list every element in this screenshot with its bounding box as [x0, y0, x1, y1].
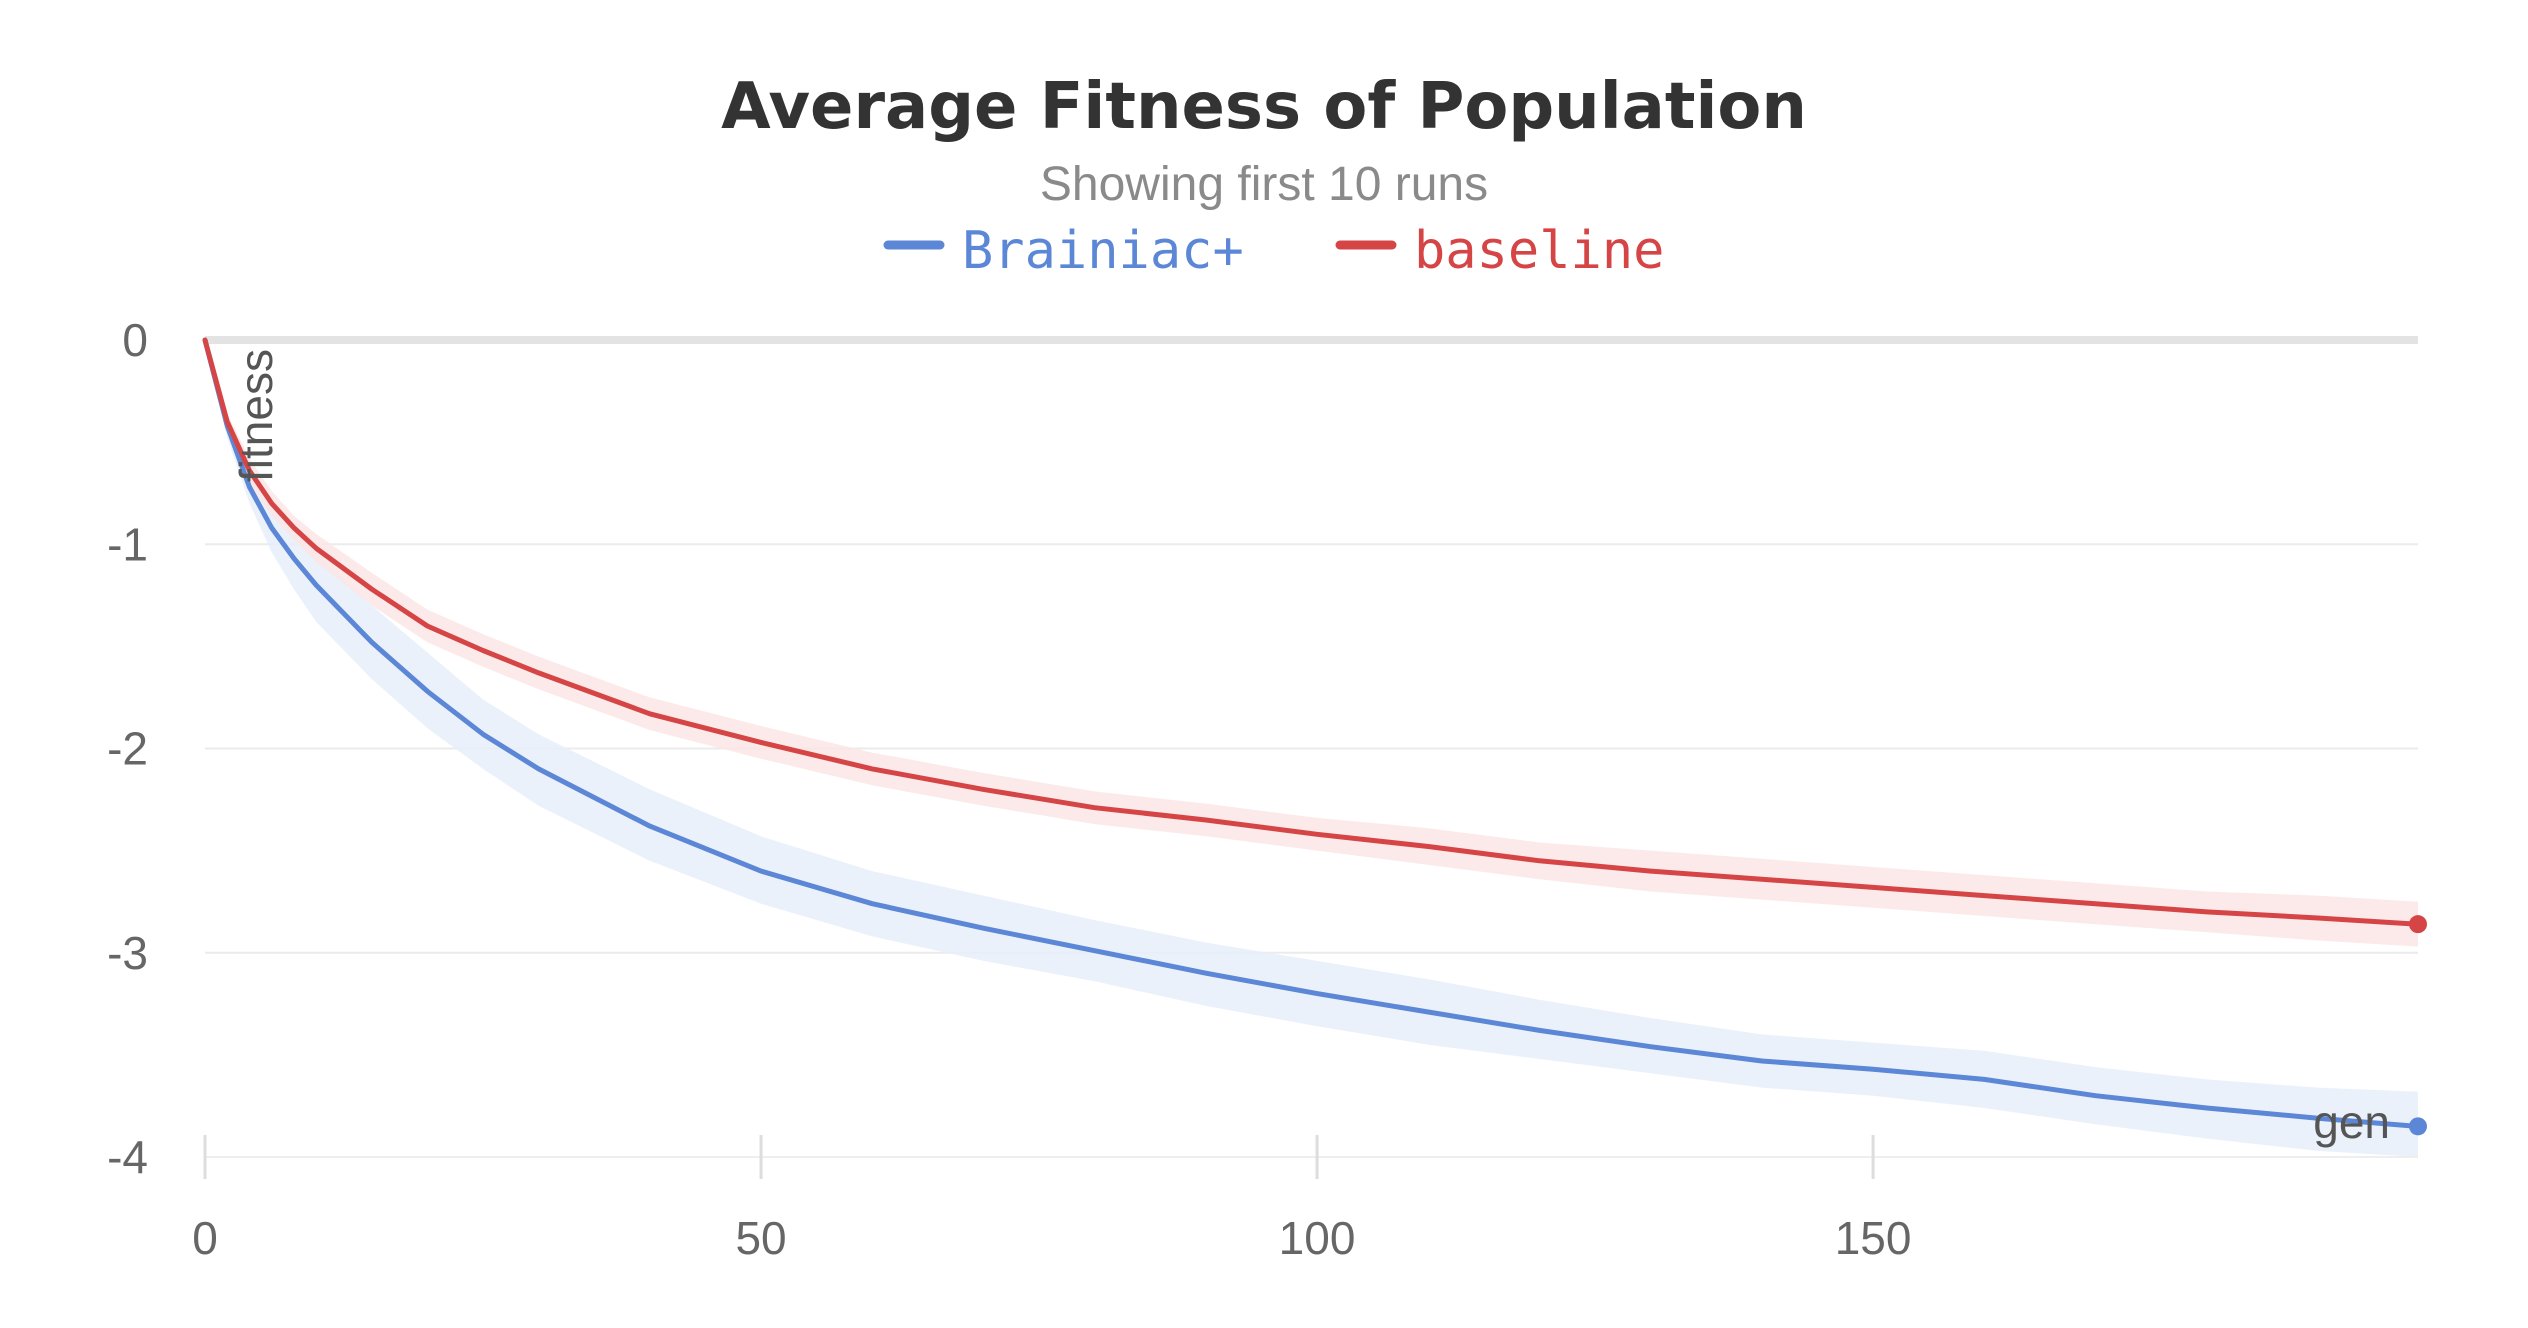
point-baseline: [1428, 846, 1429, 847]
y-tick-label: 0: [122, 314, 148, 366]
point-baseline: [271, 503, 272, 504]
point-brainiac: [761, 871, 762, 872]
y-tick-label: -3: [107, 927, 148, 979]
x-tick-label: 150: [1835, 1212, 1912, 1264]
point-brainiac: [649, 826, 650, 827]
point-brainiac: [483, 734, 484, 735]
point-brainiac: [872, 903, 873, 904]
series-lines: [202, 337, 2421, 1129]
point-brainiac: [271, 527, 272, 528]
point-brainiac: [1428, 1011, 1429, 1012]
point-baseline: [1761, 879, 1762, 880]
point-brainiac: [316, 585, 317, 586]
point-baseline: [205, 340, 206, 341]
point-brainiac: [1317, 993, 1318, 994]
line-baseline: [202, 337, 2421, 927]
point-brainiac: [1205, 973, 1206, 974]
x-tick-label: 50: [735, 1212, 786, 1264]
point-baseline: [293, 527, 294, 528]
point-baseline: [316, 548, 317, 549]
line-brainiac: [202, 337, 2421, 1129]
chart-title: Average Fitness of Population: [721, 70, 1807, 144]
y-tick-label: -2: [107, 723, 148, 775]
x-tick-label: 0: [192, 1212, 218, 1264]
point-brainiac: [1650, 1046, 1651, 1047]
legend-label-baseline: baseline: [1414, 221, 1664, 281]
point-brainiac: [1873, 1069, 1874, 1070]
point-baseline: [649, 713, 650, 714]
point-baseline: [2095, 903, 2096, 904]
legend-item-baseline[interactable]: baseline: [1335, 221, 1664, 281]
point-brainiac: [1094, 950, 1095, 951]
legend-label-brainiac: Brainiac+: [962, 221, 1244, 281]
point-baseline: [761, 742, 762, 743]
legend[interactable]: Brainiac+ baseline: [883, 221, 1664, 281]
point-baseline: [1094, 807, 1095, 808]
legend-item-brainiac[interactable]: Brainiac+: [883, 221, 1244, 281]
point-baseline: [1539, 860, 1540, 861]
point-baseline: [1984, 895, 1985, 896]
point-baseline: [2206, 911, 2207, 912]
point-baseline: [538, 672, 539, 673]
x-axis: 0 50 100 150: [192, 1135, 2418, 1264]
point-brainiac: [427, 691, 428, 692]
y-axis: 0 -1 -2 -3 -4: [107, 314, 148, 1183]
point-brainiac: [2409, 1117, 2427, 1136]
point-baseline: [983, 789, 984, 790]
x-axis-label: gen: [2313, 1096, 2390, 1148]
point-baseline: [371, 589, 372, 590]
point-brainiac: [983, 928, 984, 929]
point-brainiac: [249, 487, 250, 488]
point-brainiac: [371, 642, 372, 643]
x-tick-label: 100: [1279, 1212, 1356, 1264]
point-brainiac: [227, 425, 228, 426]
point-brainiac: [1539, 1030, 1540, 1031]
y-tick-label: -4: [107, 1131, 148, 1183]
point-baseline: [227, 421, 228, 422]
y-axis-label: fitness: [230, 349, 282, 482]
point-brainiac: [538, 768, 539, 769]
point-brainiac: [2206, 1107, 2207, 1108]
point-brainiac: [293, 558, 294, 559]
point-baseline: [427, 625, 428, 626]
point-baseline: [1205, 819, 1206, 820]
point-baseline: [483, 650, 484, 651]
series-endpoints: [205, 340, 2427, 1136]
point-baseline: [1650, 871, 1651, 872]
point-brainiac: [1984, 1079, 1985, 1080]
point-baseline: [2409, 915, 2427, 934]
point-baseline: [872, 768, 873, 769]
point-baseline: [1317, 834, 1318, 835]
point-brainiac: [1761, 1061, 1762, 1062]
point-baseline: [2317, 918, 2318, 919]
point-baseline: [1873, 887, 1874, 888]
y-tick-label: -1: [107, 518, 148, 570]
chart-subtitle: Showing first 10 runs: [1040, 158, 1488, 211]
band-baseline: [205, 340, 2418, 947]
point-brainiac: [2095, 1095, 2096, 1096]
